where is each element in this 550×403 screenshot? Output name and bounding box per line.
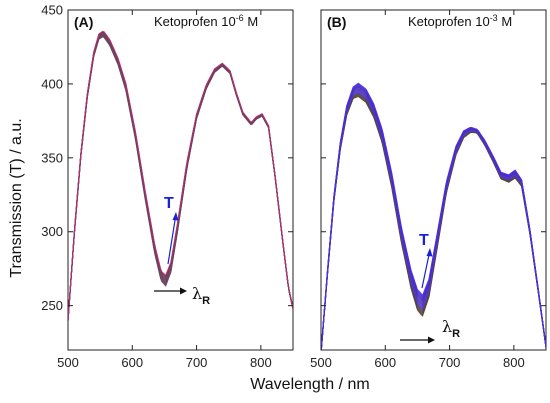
x-tick-label: 500 — [57, 355, 79, 370]
panel-b-series-line — [321, 95, 546, 350]
panel-b-series-line — [321, 91, 546, 350]
panel-a-t-arrowhead — [172, 212, 179, 221]
panel-a-title-main: Ketoprofen 10 — [154, 14, 236, 29]
panel-b-t-label: T — [419, 232, 429, 249]
panel-a-series-line — [68, 34, 293, 321]
panel-b-series-line — [321, 83, 546, 350]
panel-b-title-main: Ketoprofen 10 — [408, 14, 490, 29]
panel-b-series-line — [321, 88, 546, 350]
panel-b-label: (B) — [327, 14, 346, 30]
panel-b-series-line — [321, 93, 546, 350]
panel-b-frame — [320, 9, 547, 351]
panel-a-series-line — [68, 34, 293, 321]
panel-a-t-label: T — [164, 195, 174, 212]
panel-a-series-line — [68, 30, 293, 320]
panel-b-lambda-sub: R — [452, 328, 460, 340]
panel-a-series-line — [68, 35, 293, 321]
panel-b-series-line — [321, 94, 546, 350]
panel-a-series-line — [68, 31, 293, 321]
x-tick-label: 600 — [121, 355, 143, 370]
y-tick-label: 450 — [41, 3, 63, 18]
panel-a-lambda-label: λR — [192, 284, 210, 307]
panel-a-lambda-sub: R — [202, 295, 210, 307]
panel-a-series-line — [68, 34, 293, 321]
panel-a-title: Ketoprofen 10-6 M — [154, 13, 258, 29]
panel-a-series-line — [68, 33, 293, 321]
panel-a-title-unit: M — [244, 14, 258, 29]
x-axis-title: Wavelength / nm — [250, 376, 369, 393]
panel-b-x-ticks: 500 600 700 800 — [310, 10, 525, 370]
panel-a-series-line — [68, 33, 293, 321]
panel-a-series-line — [68, 35, 293, 321]
panel-a-series-line — [68, 31, 293, 321]
panel-a-t-arrow — [167, 213, 177, 265]
y-tick-label: 350 — [41, 150, 63, 165]
panel-b-series-line — [321, 87, 546, 350]
panel-b-series-line — [321, 92, 546, 350]
panel-b-t-arrow — [421, 249, 431, 289]
panel-b-series-line — [321, 89, 546, 350]
panel-b-series-line — [321, 90, 546, 350]
panel-b-series-line — [321, 82, 546, 350]
panel-b-series-line — [321, 95, 546, 350]
panel-b-lambda-symbol: λ — [442, 317, 452, 336]
panel-a-series-line — [68, 36, 293, 322]
panel-b-lambda-label: λR — [442, 317, 460, 340]
panel-b-series-line — [321, 84, 546, 350]
panel-a-series-line — [68, 32, 293, 321]
panel-a-lambda-symbol: λ — [192, 284, 202, 303]
panel-a-y-ticks: 250 300 350 400 450 — [41, 3, 293, 313]
y-axis-title: Transmission (T) / a.u. — [8, 118, 25, 277]
panel-b-series-line — [321, 85, 546, 350]
panel-a: 250 300 350 400 450 500 600 700 800 (A) Ketopro… — [41, 3, 294, 370]
panel-b-y-ticks — [321, 9, 546, 307]
panel-a-title-exp: -6 — [236, 13, 244, 23]
panel-b-title-unit: M — [498, 14, 512, 29]
panel-b-title-exp: -3 — [490, 13, 498, 23]
y-tick-label: 300 — [41, 224, 63, 239]
x-tick-label: 800 — [503, 355, 525, 370]
panel-b-title: Ketoprofen 10-3 M — [408, 13, 512, 29]
panel-b: 500 600 700 800 (B) Ketoprofen 10-3 M T λR — [310, 9, 547, 370]
y-tick-label: 400 — [41, 76, 63, 91]
x-tick-label: 600 — [374, 355, 396, 370]
panel-a-frame — [67, 9, 294, 351]
panel-a-series-line — [68, 31, 293, 320]
panel-a-series-line — [68, 32, 293, 321]
panel-b-series-line — [321, 87, 546, 350]
panel-b-t-arrowhead — [426, 248, 433, 257]
panel-a-label: (A) — [74, 14, 93, 30]
x-tick-label: 500 — [310, 355, 332, 370]
panel-a-x-ticks: 500 600 700 800 — [57, 10, 272, 370]
panel-b-series-line — [321, 84, 546, 350]
y-tick-label: 250 — [41, 298, 63, 313]
x-tick-label: 700 — [439, 355, 461, 370]
panel-a-lambda-arrowhead — [180, 287, 187, 295]
panel-a-curves — [68, 30, 293, 322]
panel-b-series-line — [321, 91, 546, 350]
x-tick-label: 800 — [250, 355, 272, 370]
x-tick-label: 700 — [186, 355, 208, 370]
panel-b-series-line — [321, 86, 546, 350]
panel-b-lambda-arrowhead — [428, 336, 435, 344]
panel-b-curves — [321, 82, 546, 350]
